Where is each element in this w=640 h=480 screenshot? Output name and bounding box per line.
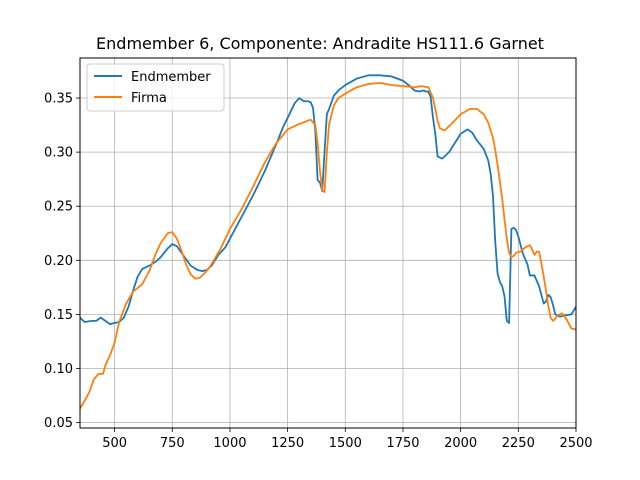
y-tick-label: 0.05	[44, 416, 73, 431]
legend-label-endmember: Endmember	[131, 70, 211, 85]
y-tick-label: 0.35	[44, 92, 73, 107]
series-line-firma	[80, 81, 576, 410]
y-tick-label: 0.25	[44, 200, 73, 215]
y-tick-label: 0.10	[44, 362, 73, 377]
x-tick-label: 1250	[271, 436, 304, 451]
x-tick-label: 2250	[502, 436, 535, 451]
y-tick-label: 0.15	[44, 308, 73, 323]
y-tick-label: 0.30	[44, 146, 73, 161]
x-axis: 500 750 1000 1250 1500 1750 2000 2250 2500	[102, 428, 593, 451]
x-tick-label: 1750	[386, 436, 419, 451]
axes-frame	[79, 57, 577, 429]
chart-title: Endmember 6, Componente: Andradite HS111…	[96, 34, 544, 53]
legend: Endmember Firma	[86, 63, 225, 112]
plot-area	[80, 74, 576, 410]
x-tick-label: 2000	[444, 436, 477, 451]
legend-label-firma: Firma	[131, 91, 167, 106]
x-tick-label: 1000	[213, 436, 246, 451]
series-line-endmember	[80, 74, 576, 326]
x-tick-label: 1500	[329, 436, 362, 451]
x-tick-label: 500	[102, 436, 127, 451]
y-axis: 0.05 0.10 0.15 0.20 0.25 0.30 0.35	[44, 92, 80, 431]
x-tick-label: 750	[160, 436, 185, 451]
y-tick-label: 0.20	[44, 254, 73, 269]
x-tick-label: 2500	[559, 436, 592, 451]
